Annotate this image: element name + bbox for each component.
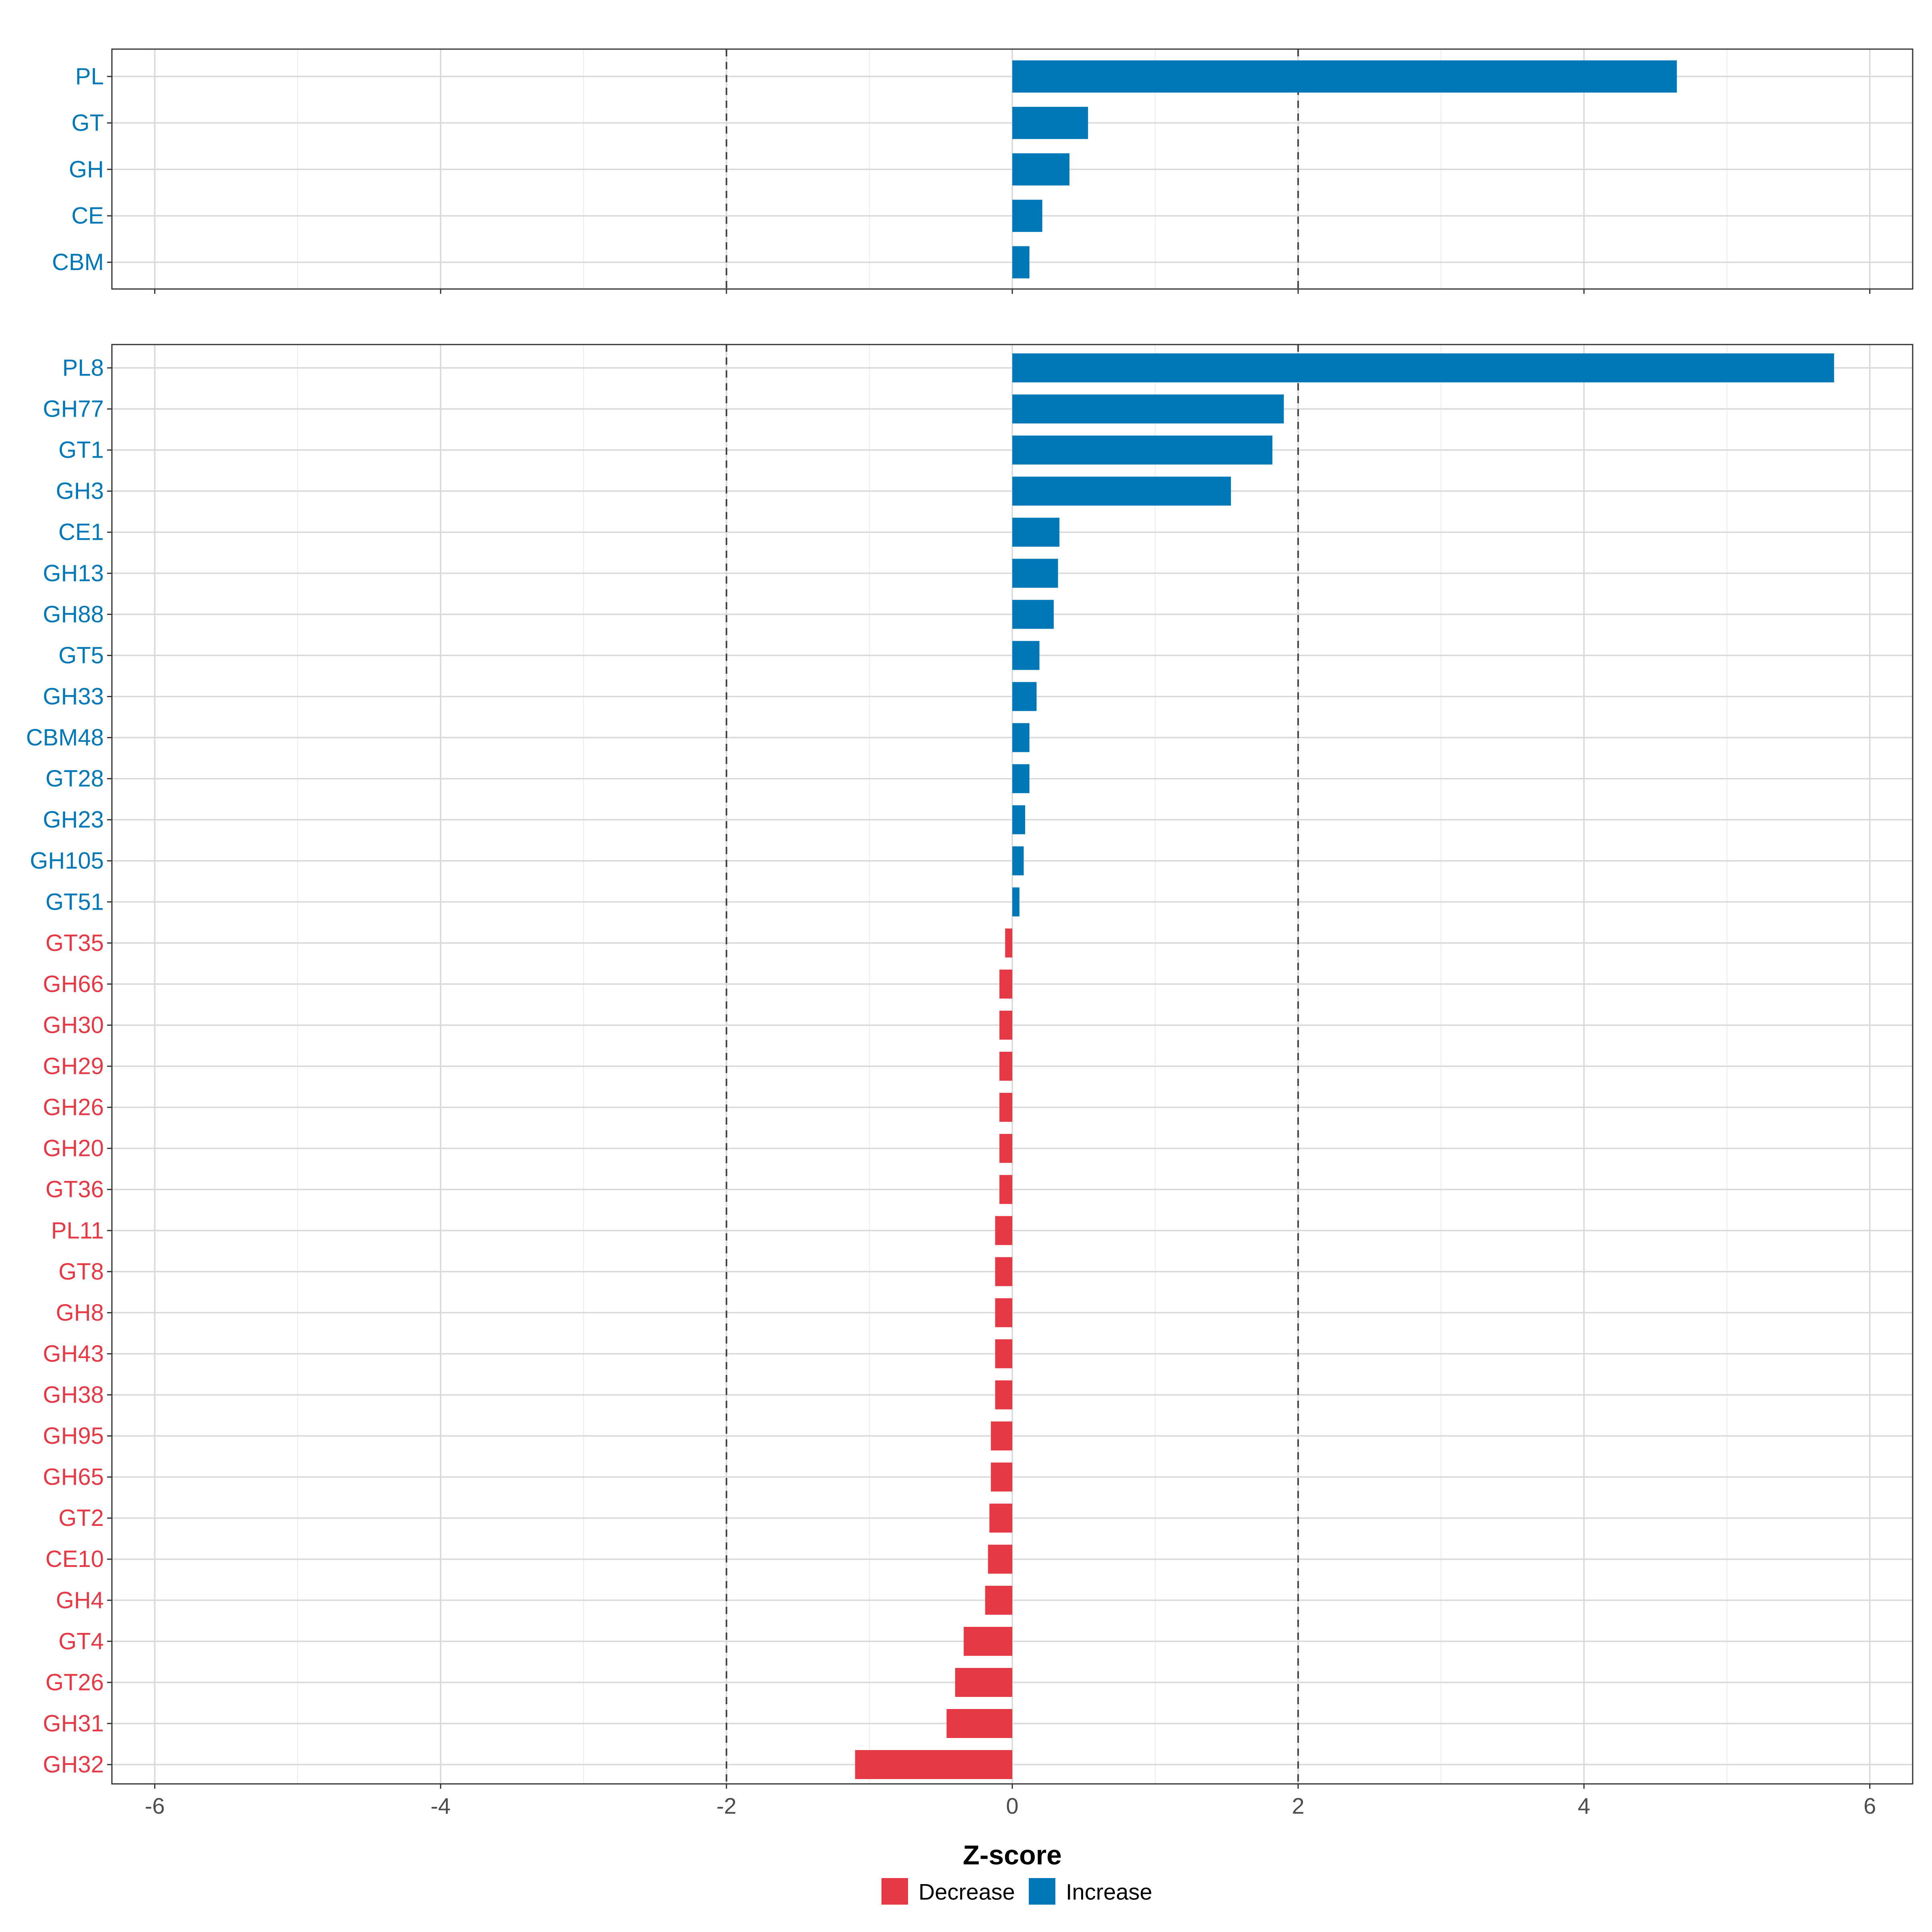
x-tick-label: -2 [716, 1793, 737, 1818]
category-label-gh77: GH77 [43, 396, 104, 422]
category-label-gh33: GH33 [43, 683, 104, 710]
category-label-cbm48: CBM48 [26, 724, 104, 751]
bar-pl [1012, 60, 1677, 93]
category-label-gh43: GH43 [43, 1341, 104, 1367]
bar-gh65 [991, 1462, 1012, 1492]
x-tick-label: -6 [145, 1793, 165, 1818]
x-tick-label: 6 [1864, 1793, 1876, 1818]
bar-pl8 [1012, 353, 1834, 382]
category-label-gh29: GH29 [43, 1053, 104, 1080]
bar-gt26 [955, 1668, 1012, 1697]
x-tick-label: 4 [1578, 1793, 1590, 1818]
category-label-ce10: CE10 [45, 1546, 104, 1572]
legend-label-increase: Increase [1066, 1879, 1152, 1905]
bar-gh3 [1012, 477, 1231, 506]
category-label-gh31: GH31 [43, 1710, 104, 1736]
bar-gh43 [995, 1339, 1012, 1368]
category-label-gt: GT [71, 110, 104, 136]
category-label-gt8: GT8 [58, 1259, 104, 1285]
bar-pl11 [995, 1216, 1012, 1245]
category-label-gt36: GT36 [45, 1177, 104, 1203]
category-label-gh8: GH8 [56, 1300, 104, 1326]
category-label-gh26: GH26 [43, 1094, 104, 1121]
x-tick-label: 2 [1292, 1793, 1305, 1818]
bar-gt8 [995, 1257, 1012, 1286]
category-label-cbm: CBM [52, 249, 104, 275]
legend-label-decrease: Decrease [919, 1879, 1015, 1905]
bar-gt51 [1012, 887, 1020, 916]
bar-cbm48 [1012, 723, 1030, 752]
bar-gh88 [1012, 600, 1054, 629]
bar-gh105 [1012, 846, 1024, 875]
category-label-pl11: PL11 [51, 1218, 104, 1244]
bar-ce1 [1012, 518, 1060, 547]
bar-cbm [1012, 246, 1030, 279]
bar-gh95 [991, 1421, 1012, 1451]
category-label-gt26: GT26 [45, 1669, 104, 1695]
category-label-ce: CE [71, 203, 104, 229]
category-label-gh23: GH23 [43, 807, 104, 833]
bar-gh20 [999, 1134, 1012, 1163]
category-label-gh4: GH4 [56, 1587, 104, 1613]
category-label-gh30: GH30 [43, 1012, 104, 1038]
category-label-gh20: GH20 [43, 1135, 104, 1162]
bar-gh33 [1012, 682, 1037, 711]
category-label-gt51: GT51 [45, 889, 104, 915]
bar-gh77 [1012, 394, 1284, 424]
bar-gh31 [946, 1709, 1012, 1738]
category-label-gt28: GT28 [45, 766, 104, 792]
bar-gh13 [1012, 559, 1058, 588]
legend: Decrease Increase [881, 1878, 1152, 1905]
category-label-ce1: CE1 [58, 519, 104, 545]
bar-gt [1012, 107, 1088, 139]
legend-swatch-decrease [881, 1878, 908, 1905]
panel-family: PL GT GH CE CBM [52, 48, 1913, 294]
bar-gh30 [999, 1010, 1012, 1040]
bar-gt4 [964, 1627, 1012, 1656]
bar-gh26 [999, 1093, 1012, 1122]
category-label-gt5: GT5 [58, 642, 104, 669]
x-axis-title: Z-score [963, 1840, 1062, 1870]
bar-gt35 [1005, 928, 1012, 958]
bar-gh29 [999, 1052, 1012, 1081]
category-label-gt35: GT35 [45, 930, 104, 956]
bar-gt2 [989, 1503, 1012, 1533]
panel-subfamily: PL8 GH77 GT1 GH3 CE1 GH13 GH88 GT5 GH33 CBM48 GT28… [26, 344, 1913, 1789]
bar-gh66 [999, 969, 1012, 999]
bar-gh [1012, 153, 1070, 186]
bar-gh32 [855, 1750, 1012, 1779]
bar-gh4 [985, 1585, 1012, 1615]
category-label-pl: PL [75, 64, 104, 90]
category-label-gh38: GH38 [43, 1382, 104, 1408]
category-label-gh95: GH95 [43, 1423, 104, 1449]
category-label-gh65: GH65 [43, 1464, 104, 1490]
category-label-gh66: GH66 [43, 971, 104, 997]
category-label-gh32: GH32 [43, 1752, 104, 1778]
category-label-gh105: GH105 [30, 848, 104, 874]
bar-gt36 [999, 1175, 1012, 1204]
category-label-gt2: GT2 [58, 1505, 104, 1531]
bar-gt1 [1012, 436, 1273, 465]
bar-gt5 [1012, 641, 1040, 670]
category-label-pl8: PL8 [62, 355, 104, 381]
bar-ce10 [988, 1544, 1012, 1574]
category-label-gh: GH [69, 156, 104, 182]
bar-gh8 [995, 1298, 1012, 1327]
bar-gt28 [1012, 764, 1030, 793]
bar-gh38 [995, 1380, 1012, 1410]
category-label-gh88: GH88 [43, 601, 104, 627]
bar-gh23 [1012, 805, 1025, 834]
x-tick-label: -4 [431, 1793, 451, 1818]
category-label-gh3: GH3 [56, 478, 104, 504]
category-label-gh13: GH13 [43, 560, 104, 586]
bar-ce [1012, 200, 1042, 232]
x-axis: -6 -4 -2 0 2 4 6 [145, 1793, 1876, 1818]
category-label-gt1: GT1 [58, 437, 104, 463]
category-label-gt4: GT4 [58, 1628, 104, 1654]
legend-swatch-increase [1029, 1878, 1055, 1905]
x-tick-label: 0 [1006, 1793, 1018, 1818]
